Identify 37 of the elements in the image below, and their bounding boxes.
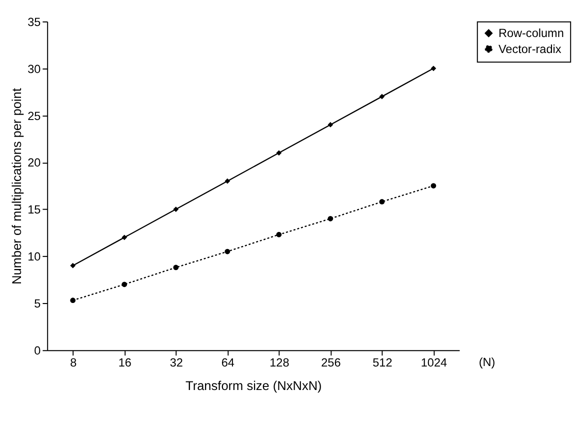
x-axis-title: Transform size (NxNxN): [186, 378, 322, 393]
y-axis-title: Number of multiplications per point: [8, 88, 24, 284]
y-tick-label: 25: [28, 110, 42, 123]
point: [122, 282, 128, 288]
point: [379, 199, 385, 204]
point: [122, 234, 128, 240]
point: [173, 264, 179, 270]
point: [328, 216, 334, 222]
y-tick-label: 30: [28, 62, 42, 76]
y-tick-label: 5: [34, 298, 42, 311]
x-tick-label: 8: [70, 356, 78, 370]
y-tick-label: 0: [34, 344, 42, 358]
y-tick-label: 10: [28, 250, 42, 264]
x-tick-label: 32: [170, 356, 183, 370]
legend-label: Row-column: [498, 27, 564, 40]
x-tick-label: 256: [321, 356, 342, 370]
point: [224, 248, 230, 254]
point: [276, 232, 282, 238]
point: [224, 178, 230, 184]
x-tick-label: 128: [270, 356, 290, 370]
x-tick-label: 64: [221, 356, 235, 370]
x-tick-label: 512: [372, 356, 392, 370]
y-tick-label: 35: [28, 16, 42, 29]
x-tick-label: 1024: [420, 356, 448, 370]
point: [70, 298, 76, 304]
legend-label: Vector-radix: [498, 42, 562, 56]
y-tick-label: 15: [28, 204, 42, 217]
point: [379, 94, 385, 100]
point: [430, 183, 436, 188]
x-tick-label: 16: [118, 356, 132, 370]
point: [430, 66, 436, 72]
point: [276, 150, 282, 156]
text: (N): [478, 356, 496, 369]
point: [173, 206, 179, 212]
y-tick-label: 20: [28, 156, 42, 170]
point: [328, 122, 334, 128]
point: [70, 262, 76, 268]
